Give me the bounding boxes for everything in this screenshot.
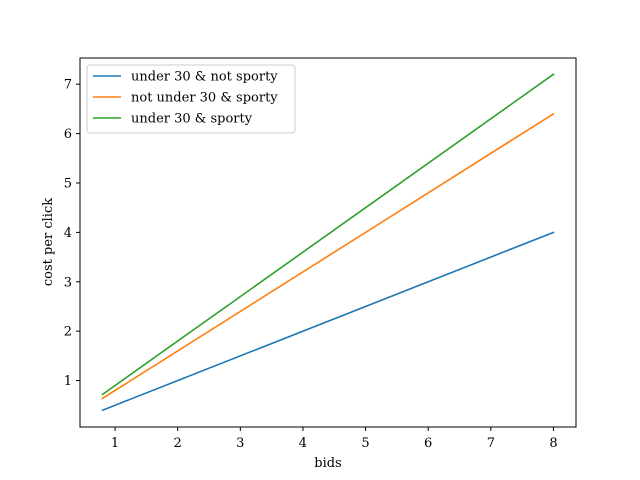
y-tick-label: 4: [64, 226, 72, 241]
y-tick-label: 2: [64, 325, 72, 340]
x-tick-label: 8: [549, 436, 557, 451]
y-axis-label: cost per click: [41, 198, 56, 286]
legend-label-1: under 30 & not sporty: [131, 70, 278, 85]
y-axis-ticks: 1 2 3 4 5 6 7: [64, 78, 80, 389]
x-tick-label: 7: [487, 436, 495, 451]
y-tick-label: 6: [64, 127, 72, 142]
series-line-3: [101, 73, 555, 396]
series-line-1: [101, 231, 555, 412]
series-lines: [101, 73, 555, 412]
y-tick-label: 1: [64, 374, 72, 389]
x-tick-label: 4: [299, 436, 307, 451]
x-tick-label: 6: [424, 436, 432, 451]
y-tick-label: 7: [64, 78, 72, 93]
x-tick-label: 3: [236, 436, 244, 451]
series-line-2: [101, 112, 555, 400]
y-tick-label: 3: [64, 275, 72, 290]
legend-label-3: under 30 & sporty: [131, 112, 253, 127]
legend-box: [86, 64, 296, 134]
x-tick-label: 5: [361, 436, 369, 451]
x-tick-label: 1: [111, 436, 119, 451]
x-axis-ticks: 1 2 3 4 5 6 7 8: [111, 427, 558, 451]
x-tick-label: 2: [174, 436, 182, 451]
plot-frame: [79, 57, 577, 428]
legend: under 30 & not sporty not under 30 & spor…: [86, 64, 296, 134]
y-tick-label: 5: [64, 176, 72, 191]
legend-label-2: not under 30 & sporty: [131, 91, 278, 106]
x-axis-label: bids: [314, 456, 341, 471]
